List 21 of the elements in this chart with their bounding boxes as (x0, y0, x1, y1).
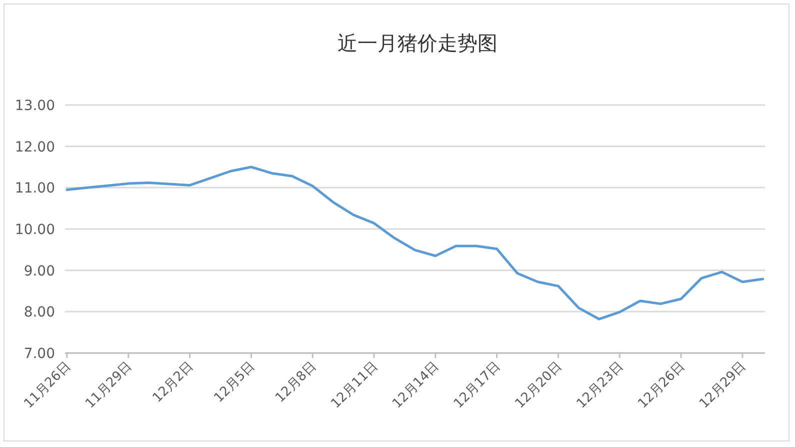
y-tick-label: 11.00 (14, 180, 55, 197)
x-tick-label: 12月17日 (451, 359, 504, 412)
x-tick-label: 12月14日 (390, 359, 442, 412)
y-tick-label: 12.00 (14, 139, 55, 156)
x-tick-label: 12月2日 (150, 359, 197, 406)
x-tick-label: 12月5日 (211, 359, 258, 406)
line-series (66, 166, 764, 320)
x-tick-label: 11月29日 (82, 359, 136, 412)
y-tick-label: 7.00 (24, 346, 55, 362)
x-tick-label: 12月8日 (272, 359, 320, 406)
y-tick-label: 10.00 (14, 222, 55, 238)
x-tick-label: 11月26日 (21, 359, 74, 412)
chart-title: 近一月猪价走势图 (338, 31, 498, 55)
y-tick-label: 8.00 (24, 304, 55, 321)
x-tick-label: 12月26日 (635, 359, 688, 412)
x-tick-label: 12月29日 (696, 359, 750, 412)
y-tick-label: 9.00 (24, 263, 55, 280)
x-tick-label: 12月20日 (512, 359, 566, 412)
x-tick-label: 12月23日 (574, 359, 626, 412)
x-tick-label: 12月11日 (328, 359, 381, 412)
y-tick-label: 13.00 (14, 98, 55, 114)
